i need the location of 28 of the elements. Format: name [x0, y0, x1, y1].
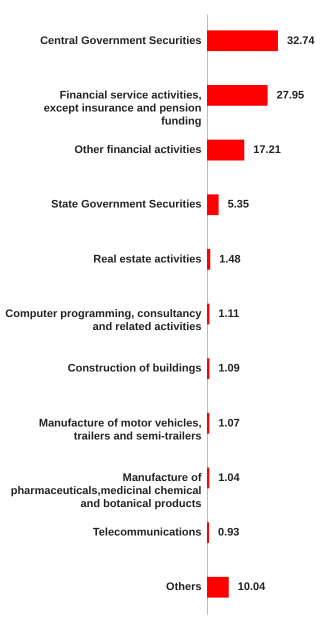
- bar: [207, 85, 268, 106]
- data-label: 1.07: [218, 417, 240, 430]
- data-label: 27.95: [276, 89, 304, 102]
- y-tick-label: Other financial activities: [74, 144, 202, 156]
- bar: [207, 30, 278, 52]
- data-label: 5.35: [228, 198, 250, 211]
- bar: [207, 576, 229, 598]
- data-label: 1.48: [219, 253, 241, 266]
- y-tick-label: Computer programming, consultancy and related activities: [5, 308, 202, 333]
- data-label: 1.09: [218, 362, 240, 375]
- bar: [207, 140, 244, 160]
- y-tick-label: Financial service activities, except insurance and pension funding: [44, 89, 202, 128]
- data-label: 17.21: [253, 144, 281, 156]
- data-label: 0.93: [218, 526, 240, 539]
- bar: [207, 194, 219, 216]
- y-tick-label: Manufacture of pharmaceuticals,medicinal chemical and botanical products: [10, 472, 202, 510]
- y-tick-label: Telecommunications: [92, 526, 202, 539]
- data-label: 1.04: [218, 472, 241, 484]
- y-tick-label: Others: [166, 581, 202, 594]
- data-label: 10.04: [238, 581, 266, 594]
- y-tick-label: Construction of buildings: [68, 362, 202, 375]
- y-tick-label: Manufacture of motor vehicles, trailers and semi-trailers: [38, 417, 202, 442]
- data-label: 32.74: [286, 34, 316, 47]
- y-tick-label: Central Government Securities: [40, 34, 202, 47]
- y-tick-label: Real estate activities: [93, 253, 202, 266]
- y-tick-label: State Government Securities: [51, 198, 202, 211]
- bar: [207, 248, 210, 270]
- data-label: 1.11: [218, 308, 240, 320]
